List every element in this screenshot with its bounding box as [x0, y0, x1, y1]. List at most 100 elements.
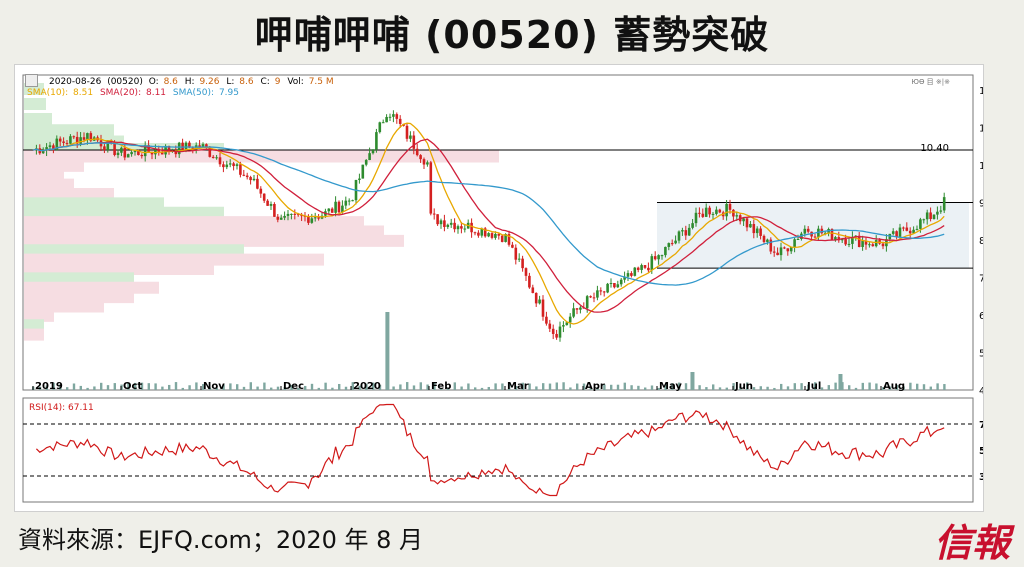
candle-body	[361, 164, 365, 179]
candle-body	[449, 222, 453, 225]
volume-profile-bar	[24, 225, 384, 238]
chart-toolbar-text[interactable]: ЮӨ 目 ※|※	[911, 78, 950, 86]
candle-body	[375, 132, 378, 150]
volume-profile-bar	[24, 234, 404, 247]
volume-bar	[188, 385, 191, 390]
source-footer: 資料來源：EJFQ.com；2020 年 8 月	[18, 526, 424, 554]
candle-body	[113, 141, 116, 156]
candle-body	[453, 222, 456, 230]
candle-body	[177, 142, 181, 155]
candle-body	[266, 200, 269, 206]
volume-bar	[902, 386, 905, 390]
x-tick-label: Oct	[123, 381, 142, 392]
expand-icon[interactable]	[25, 74, 38, 87]
chart-panel: 4 5 6 7 8 9 10 11 12 2019 Oct Nov Dec 2020 Feb Mar Apr M…	[14, 64, 984, 512]
volume-bar	[684, 383, 688, 390]
candle-body	[749, 224, 752, 228]
rsi-tick-label: 70	[979, 420, 983, 431]
volume-bar	[793, 383, 796, 390]
candle-body	[674, 240, 677, 244]
candle-body	[426, 162, 429, 165]
volume-profile-bar	[24, 291, 134, 304]
candle-body	[912, 229, 915, 234]
candle-body	[786, 248, 790, 252]
header-l-value: 8.6	[239, 77, 254, 87]
y-axis-ticks: 4 5 6 7 8 9 10 11 12	[979, 86, 983, 397]
candle-body	[327, 208, 331, 212]
volume-bar	[453, 382, 456, 390]
candle-body	[473, 232, 477, 234]
sma20-line	[32, 138, 945, 313]
volume-bar	[514, 385, 518, 390]
candle-body	[126, 154, 130, 158]
candle-body	[296, 214, 300, 216]
candle-body	[684, 230, 688, 236]
volume-spike-bar	[385, 312, 390, 390]
candle-body	[507, 234, 511, 245]
volume-profile	[24, 83, 499, 341]
candle-body	[252, 178, 256, 181]
brand-logo: 信報	[933, 520, 1010, 565]
volume-profile-bar	[24, 272, 134, 285]
volume-spike-bar	[838, 374, 843, 390]
candle-body	[640, 265, 643, 270]
candle-body	[718, 209, 722, 213]
volume-bar	[440, 387, 443, 390]
candle-body	[776, 252, 779, 256]
volume-bar	[854, 387, 858, 390]
rsi-series-line	[35, 403, 945, 497]
candle-body	[742, 218, 745, 222]
sma20-label: SMA(20):	[100, 88, 141, 98]
volume-spike-bar	[690, 372, 695, 390]
volume-bar	[38, 386, 42, 390]
candle-body	[623, 276, 626, 280]
volume-bar	[535, 386, 538, 390]
candle-body	[929, 212, 932, 219]
volume-bar	[140, 382, 144, 390]
candle-body	[470, 222, 473, 233]
candle-body	[881, 243, 885, 247]
candle-body	[517, 258, 521, 260]
candle-body	[167, 145, 171, 152]
candle-body	[412, 135, 416, 149]
candle-body	[86, 133, 89, 140]
volume-bar	[59, 384, 62, 390]
candle-body	[534, 292, 538, 304]
volume-bar	[474, 387, 477, 390]
candle-body	[592, 297, 596, 299]
candle-body	[456, 226, 460, 230]
candle-body	[337, 201, 341, 213]
volume-bar	[882, 387, 885, 390]
volume-bar	[705, 387, 708, 390]
volume-bar	[739, 386, 742, 390]
volume-profile-bar	[24, 113, 52, 125]
candle-body	[140, 154, 144, 157]
x-tick-label: Jul	[806, 381, 821, 392]
candle-body	[626, 273, 630, 277]
volume-bar	[283, 387, 286, 390]
volume-profile-bar	[24, 244, 244, 257]
candle-body	[405, 125, 409, 139]
candle-body	[528, 275, 531, 288]
candle-body	[847, 243, 851, 245]
volume-bar	[542, 383, 545, 390]
candle-body	[256, 178, 259, 189]
candle-body	[483, 228, 487, 237]
candle-body	[908, 230, 912, 234]
candle-body	[609, 283, 613, 285]
candle-body	[82, 137, 86, 140]
candle-body	[619, 279, 623, 285]
candle-body	[419, 155, 422, 160]
volume-bar	[100, 382, 103, 390]
candle-body	[242, 174, 246, 176]
volume-bar	[766, 386, 769, 390]
volume-profile-bar	[24, 98, 46, 110]
candle-body	[398, 118, 402, 124]
candle-body	[871, 244, 875, 247]
volume-bar	[45, 385, 48, 390]
volume-bar	[888, 386, 892, 390]
volume-bar	[773, 387, 776, 390]
candle-body	[351, 200, 354, 202]
candle-body	[75, 136, 79, 144]
candle-body	[789, 246, 793, 252]
